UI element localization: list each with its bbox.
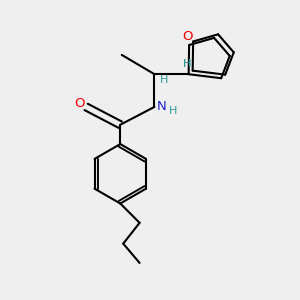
Text: O: O	[74, 98, 85, 110]
Text: H: H	[169, 106, 177, 116]
Text: O: O	[182, 30, 193, 43]
Text: H: H	[160, 75, 168, 85]
Text: H: H	[183, 59, 191, 69]
Text: N: N	[157, 100, 167, 113]
Text: H: H	[183, 59, 191, 69]
